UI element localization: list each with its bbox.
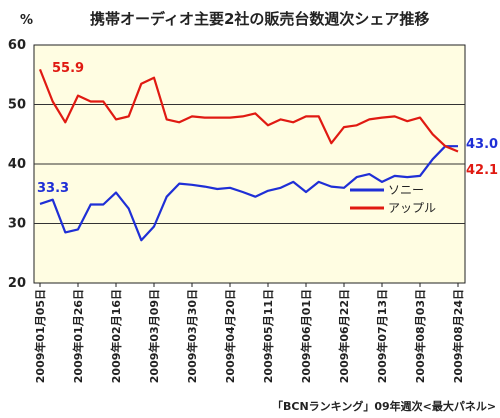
x-tick-label-0: 2009年01月05日 [33, 289, 47, 383]
x-tick-label-4: 2009年03月30日 [185, 289, 199, 383]
x-axis: 2009年01月05日 2009年01月26日 2009年02月16日 2009年03… [33, 283, 465, 383]
x-tick-label-6: 2009年05月11日 [261, 289, 275, 383]
chart-title: 携帯オーディオ主要2社の販売台数週次シェア推移 [90, 10, 429, 28]
x-tick-label-3: 2009年03月09日 [147, 289, 161, 383]
series-line-1 [38, 68, 459, 153]
legend: ソニー アップル [350, 183, 436, 215]
y-tick-label-20: 20 [8, 276, 26, 291]
legend-label-sony: ソニー [388, 183, 424, 197]
y-tick-label-60: 60 [8, 38, 26, 53]
y-tick-label-50: 50 [8, 98, 26, 113]
x-tick-label-7: 2009年06月01日 [299, 289, 313, 383]
apple-start-label: 55.9 [52, 61, 84, 76]
source-note: 「BCNランキング」09年週次<最大パネル> [272, 399, 496, 413]
x-tick-label-1: 2009年01月26日 [71, 289, 85, 383]
sony-end-label: 43.0 [466, 137, 498, 152]
x-tick-label-9: 2009年07月13日 [375, 289, 389, 383]
apple-end-label: 42.1 [466, 163, 498, 178]
x-tick-label-10: 2009年08月03日 [413, 289, 427, 383]
sony-start-label: 33.3 [37, 181, 69, 196]
series-lines [38, 68, 459, 242]
x-tick-label-5: 2009年04月20日 [223, 289, 237, 383]
x-tick-label-11: 2009年08月24日 [451, 289, 465, 383]
y-axis: 20 30 40 50 60 [8, 38, 26, 291]
series-line-0 [39, 145, 458, 242]
y-axis-unit-label: % [20, 13, 33, 28]
y-tick-label-40: 40 [8, 157, 26, 172]
y-tick-label-30: 30 [8, 217, 26, 232]
x-tick-label-2: 2009年02月16日 [109, 289, 123, 383]
x-tick-label-8: 2009年06月22日 [337, 289, 351, 383]
legend-label-apple: アップル [388, 201, 436, 215]
